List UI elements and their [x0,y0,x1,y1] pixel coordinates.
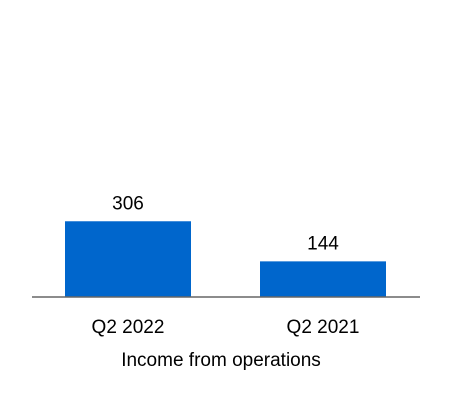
category-tick-label-1: Q2 2021 [287,317,360,338]
category-tick-label-0: Q2 2022 [92,317,165,338]
value-label-0: 306 [112,193,144,214]
x-axis-title: Income from operations [121,350,321,371]
value-labels-group: 306 144 [112,193,339,254]
value-label-1: 144 [307,233,339,254]
tick-labels-group: Q2 2022 Q2 2021 [92,317,360,338]
bars-group [65,221,386,297]
bar-0 [65,221,191,297]
bar-1 [260,261,386,297]
